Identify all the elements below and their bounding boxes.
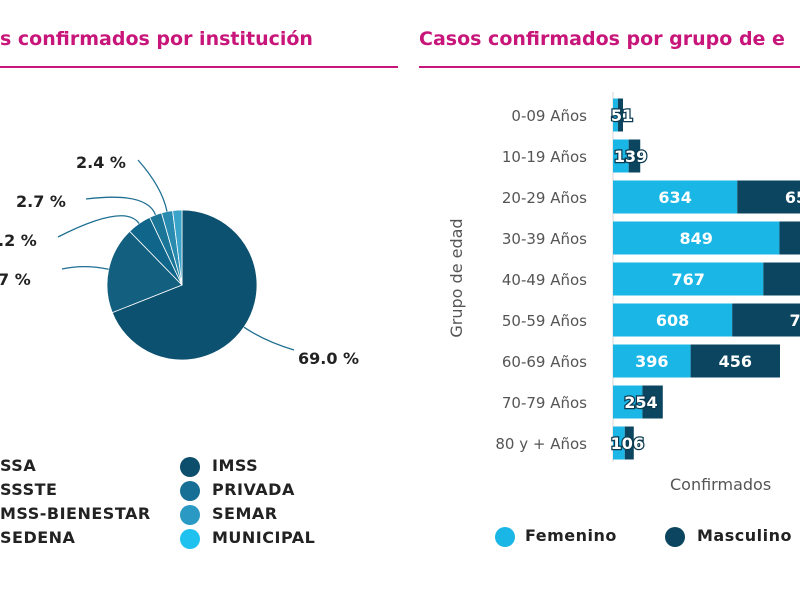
bar-femenino	[613, 98, 618, 132]
bar-category-label: 40-49 Años	[502, 271, 587, 289]
bar-category-label: 80 y + Años	[495, 435, 587, 453]
pie-legend-item-left: SSA	[0, 456, 37, 475]
pie-slice-label: 69.0 %	[298, 349, 359, 368]
pie-title-rule	[0, 66, 398, 68]
pie-legend-item-right: MUNICIPAL	[212, 528, 316, 547]
pie-slice-label: .2 %	[0, 231, 37, 250]
bar-femenino	[613, 262, 764, 296]
bar-masculino	[624, 426, 634, 460]
pie-legend-item-right: SEMAR	[212, 504, 278, 523]
bar-masculino	[737, 180, 800, 214]
bar-category-label: 60-69 Años	[502, 353, 587, 371]
bar-femenino	[613, 426, 625, 460]
pie-slice-issste	[106, 230, 183, 314]
bar-femenino	[613, 385, 643, 419]
bar-category-label: 70-79 Años	[502, 394, 587, 412]
bar-total-label: 254	[624, 393, 657, 412]
pie-legend-item-right-swatch	[180, 505, 200, 525]
bar-category-label: 10-19 Años	[502, 148, 587, 166]
bar-category-label: 50-59 Años	[502, 312, 587, 330]
bar-legend-femenino: Femenino	[525, 526, 617, 545]
bar-femenino	[613, 303, 733, 337]
bar-masculino	[779, 221, 800, 255]
pie-legend-item-right: IMSS	[212, 456, 259, 475]
bar-femenino-label: 634	[658, 188, 691, 207]
bar-femenino	[613, 221, 780, 255]
pie-leader-line	[57, 215, 140, 238]
pie-legend-item-left: MSS-BIENESTAR	[0, 504, 151, 523]
pie-legend-item-left: SSSTE	[0, 480, 58, 499]
pie-slice-label: 2.7 %	[16, 192, 66, 211]
pie-leader-line	[61, 265, 109, 270]
pie-leader-line	[137, 159, 168, 212]
bar-total-label: 106	[611, 434, 644, 453]
bar-masculino-label: 456	[719, 352, 752, 371]
pie-leader-line	[85, 196, 157, 216]
pie-legend-item-right-swatch	[180, 529, 200, 549]
pie-slice-label: 7 %	[0, 270, 31, 289]
bar-masculino	[642, 385, 663, 419]
pie-leader-line	[243, 326, 295, 351]
pie-chart-title: s confirmados por institución	[0, 28, 313, 50]
bar-category-label: 20-29 Años	[502, 189, 587, 207]
bar-chart-title: Casos confirmados por grupo de e	[419, 28, 785, 50]
pie-legend-item-right-swatch	[180, 457, 200, 477]
bar-masculino	[690, 344, 780, 378]
pie-slice-label: 2.4 %	[76, 153, 126, 172]
bar-femenino	[613, 344, 691, 378]
bar-legend-femenino-swatch	[495, 527, 515, 547]
pie-legend-item-right: PRIVADA	[212, 480, 295, 499]
pie-slice-semar	[172, 209, 183, 286]
bar-y-axis-title: Grupo de edad	[447, 218, 466, 337]
bar-masculino	[617, 98, 623, 132]
pie-legend-item-left: SEDENA	[0, 528, 76, 547]
bar-masculino	[763, 262, 800, 296]
bar-total-label: 51	[611, 106, 633, 125]
bar-masculino	[732, 303, 800, 337]
bar-category-label: 30-39 Años	[502, 230, 587, 248]
bar-legend-masculino: Masculino	[697, 526, 792, 545]
bar-femenino-label: 767	[671, 270, 704, 289]
bar-femenino-label: 608	[656, 311, 689, 330]
bar-masculino	[628, 139, 641, 173]
bar-title-rule	[419, 66, 800, 68]
bar-masculino-label: 656	[785, 188, 800, 207]
pie-legend-item-right-swatch	[180, 481, 200, 501]
bar-masculino-label: 755	[789, 311, 800, 330]
bar-total-label: 139	[614, 147, 647, 166]
bar-femenino	[613, 180, 738, 214]
bar-x-axis-title: Confirmados	[670, 475, 771, 494]
bar-femenino-label: 849	[679, 229, 712, 248]
bar-femenino	[613, 139, 629, 173]
bar-femenino-label: 396	[635, 352, 668, 371]
bar-legend-masculino-swatch	[665, 527, 685, 547]
bar-category-label: 0-09 Años	[511, 107, 587, 125]
